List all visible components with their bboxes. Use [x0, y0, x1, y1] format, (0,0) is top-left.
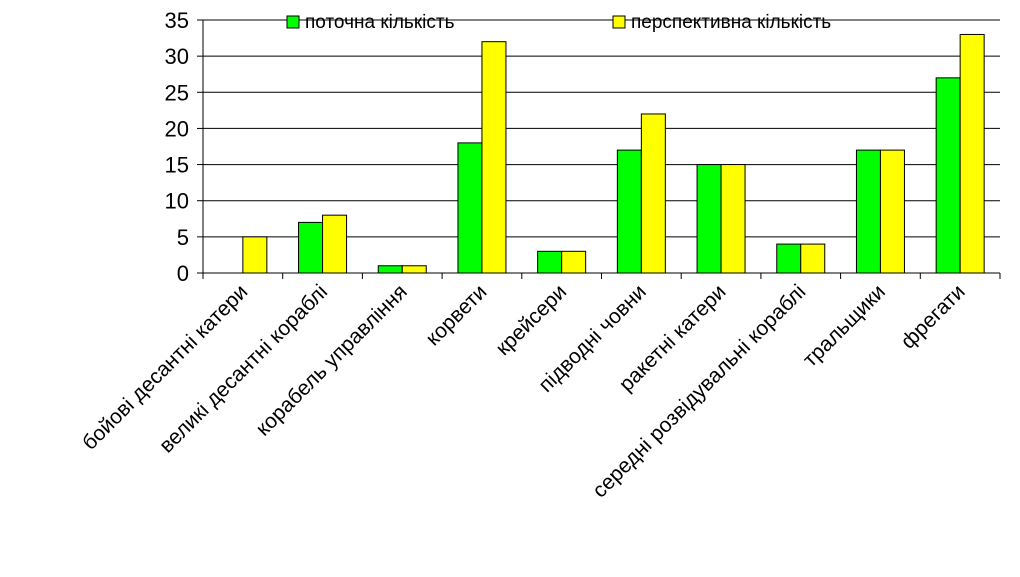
- legend-label: перспективна кількість: [631, 12, 831, 33]
- bars: [242, 33, 985, 274]
- category-label: крейсери: [491, 280, 571, 360]
- y-tick-label: 20: [165, 116, 189, 141]
- bar: [401, 265, 427, 274]
- legend-swatch: [612, 15, 626, 29]
- y-tick-label: 35: [165, 8, 189, 33]
- bar: [616, 149, 642, 274]
- y-tick-label: 10: [165, 189, 189, 214]
- y-tick-label: 30: [165, 44, 189, 69]
- category-label: великі десантні кораблі: [155, 280, 332, 457]
- category-label: корабель управління: [252, 280, 412, 440]
- category-label: бойові десантні катери: [78, 280, 252, 454]
- y-tick-label: 25: [165, 80, 189, 105]
- y-tick-label: 0: [177, 261, 189, 286]
- axes: [197, 19, 1001, 279]
- bar: [561, 250, 587, 274]
- y-tick-label: 15: [165, 153, 189, 178]
- legend-swatch: [286, 15, 300, 29]
- bar: [457, 142, 483, 274]
- y-tick-labels: 0 5 10 15 20 25 30 35: [165, 8, 189, 286]
- bar: [481, 41, 507, 274]
- y-tick-label: 5: [177, 225, 189, 250]
- category-label: фрегати: [897, 280, 970, 353]
- bar: [537, 250, 563, 274]
- bar: [298, 221, 324, 274]
- bar: [322, 214, 348, 274]
- bar: [720, 164, 746, 274]
- bar: [879, 149, 905, 274]
- bar: [242, 236, 268, 274]
- bar: [377, 265, 403, 274]
- bar: [959, 33, 985, 274]
- gridlines: [203, 19, 1000, 238]
- bar: [640, 113, 666, 274]
- category-label: тральщики: [799, 280, 890, 371]
- bar: [776, 243, 802, 274]
- legend: поточна кількість перспективна кількість: [286, 12, 831, 33]
- bar: [935, 77, 961, 274]
- bar: [800, 243, 826, 274]
- legend-label: поточна кількість: [305, 12, 455, 33]
- category-label: корвети: [421, 280, 491, 350]
- bar: [696, 164, 722, 274]
- bar: [855, 149, 881, 274]
